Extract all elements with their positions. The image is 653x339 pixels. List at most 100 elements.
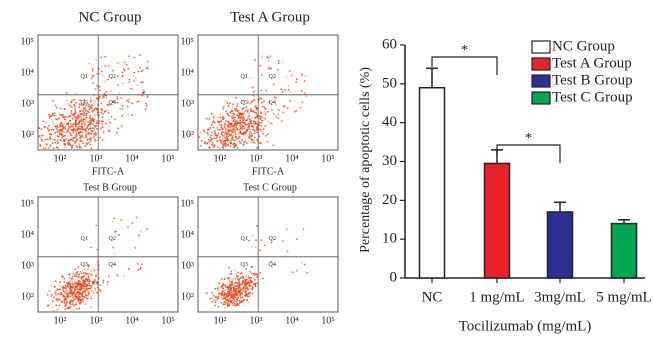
- event-dot: [254, 279, 256, 281]
- event-dot: [61, 292, 63, 294]
- event-dot: [219, 121, 221, 123]
- event-dot: [63, 117, 65, 119]
- event-dot: [64, 122, 66, 124]
- event-dot: [74, 268, 76, 270]
- event-dot: [126, 64, 128, 66]
- event-dot: [234, 140, 236, 142]
- event-dot: [104, 56, 106, 58]
- event-dot: [249, 129, 251, 131]
- event-dot: [251, 135, 253, 137]
- x-tick-label: 10⁵: [321, 153, 335, 164]
- event-dot: [228, 105, 230, 107]
- event-dot: [249, 135, 251, 137]
- event-dot: [246, 299, 248, 301]
- event-dot: [101, 123, 103, 125]
- quadrant-label: Q1: [81, 74, 88, 80]
- event-dot: [81, 286, 83, 288]
- event-dot: [110, 90, 112, 92]
- event-dot: [72, 302, 74, 304]
- event-dot: [142, 89, 144, 91]
- event-dot: [230, 301, 232, 303]
- event-dot: [286, 228, 288, 230]
- event-dot: [63, 131, 65, 133]
- event-dot: [220, 133, 222, 135]
- event-dot: [236, 128, 238, 130]
- quadrant-label: Q3: [81, 262, 88, 268]
- event-dot: [219, 123, 221, 125]
- event-dot: [247, 117, 249, 119]
- event-dot: [73, 114, 75, 116]
- event-dot: [83, 296, 85, 298]
- event-dot: [259, 118, 261, 120]
- event-dot: [96, 122, 98, 124]
- event-dot: [222, 146, 224, 148]
- event-dot: [253, 99, 255, 101]
- event-dot: [93, 135, 95, 137]
- event-dot: [72, 292, 74, 294]
- y-tick-label: 10⁵: [181, 198, 195, 209]
- event-dot: [82, 291, 84, 293]
- event-dot: [222, 142, 224, 144]
- event-dot: [65, 119, 67, 121]
- event-dot: [53, 148, 55, 150]
- event-dot: [65, 128, 67, 130]
- event-dot: [224, 284, 226, 286]
- event-dot: [236, 273, 238, 275]
- event-dot: [232, 297, 234, 299]
- event-dot: [75, 273, 77, 275]
- event-dot: [65, 126, 67, 128]
- event-dot: [230, 123, 232, 125]
- event-dot: [55, 294, 57, 296]
- event-dot: [135, 77, 137, 79]
- event-dot: [263, 111, 265, 113]
- event-dot: [74, 107, 76, 109]
- event-dot: [271, 109, 273, 111]
- event-dot: [221, 298, 223, 300]
- event-dot: [79, 137, 81, 139]
- event-dot: [73, 305, 75, 307]
- event-dot: [250, 77, 252, 79]
- event-dot: [87, 291, 89, 293]
- event-dot: [68, 144, 70, 146]
- event-dot: [88, 293, 90, 295]
- event-dot: [210, 136, 212, 138]
- event-dot: [85, 294, 87, 296]
- event-dot: [222, 138, 224, 140]
- event-dot: [244, 287, 246, 289]
- event-dot: [70, 123, 72, 125]
- event-dot: [79, 147, 81, 149]
- legend-label: Test C Group: [552, 89, 633, 105]
- event-dot: [239, 283, 241, 285]
- event-dot: [141, 263, 143, 265]
- event-dot: [41, 139, 43, 141]
- event-dot: [282, 112, 284, 114]
- event-dot: [146, 105, 148, 107]
- event-dot: [256, 225, 258, 227]
- event-dot: [92, 127, 94, 129]
- event-dot: [276, 116, 278, 118]
- event-dot: [243, 277, 245, 279]
- event-dot: [254, 117, 256, 119]
- event-dot: [218, 282, 220, 284]
- event-dot: [80, 281, 82, 283]
- event-dot: [267, 133, 269, 135]
- event-dot: [90, 126, 92, 128]
- event-dot: [145, 103, 147, 105]
- event-dot: [242, 296, 244, 298]
- event-dot: [76, 308, 78, 310]
- event-dot: [53, 296, 55, 298]
- event-dot: [227, 303, 229, 305]
- event-dot: [85, 278, 87, 280]
- event-dot: [119, 92, 121, 94]
- event-dot: [229, 102, 231, 104]
- event-dot: [90, 101, 92, 103]
- event-dot: [72, 126, 74, 128]
- event-dot: [218, 133, 220, 135]
- x-tick-label: 10⁴: [125, 153, 139, 164]
- event-dot: [223, 106, 225, 108]
- event-dot: [54, 286, 56, 288]
- event-dot: [241, 293, 243, 295]
- event-dot: [85, 135, 87, 137]
- event-dot: [213, 127, 215, 129]
- event-dot: [304, 75, 306, 77]
